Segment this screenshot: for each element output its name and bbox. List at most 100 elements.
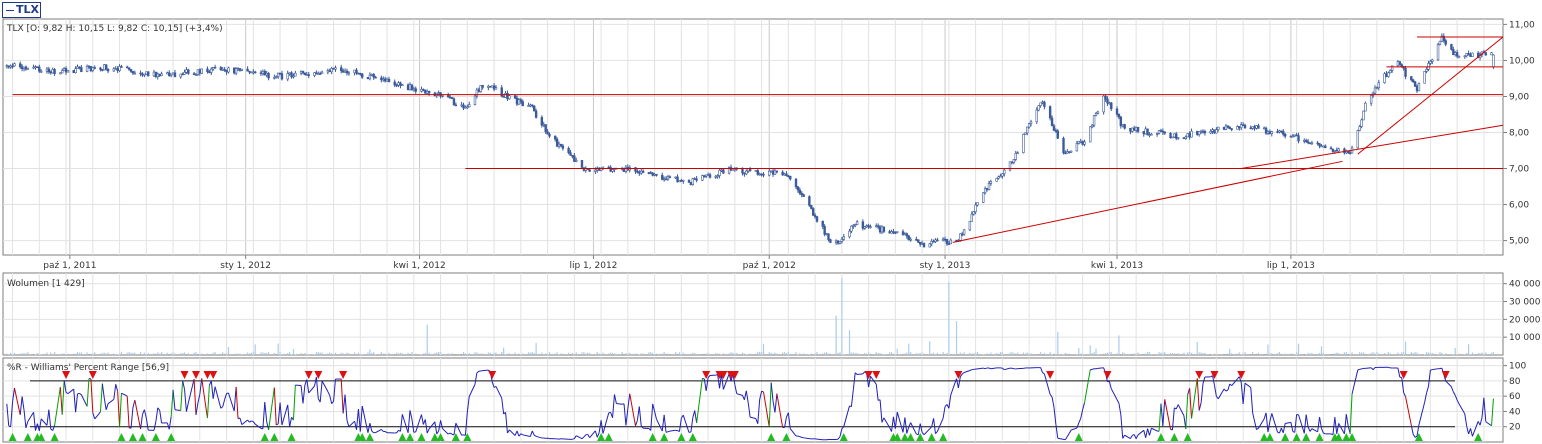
wr-segment — [1410, 424, 1414, 435]
candle-body — [661, 174, 664, 180]
wr-segment — [1043, 373, 1051, 395]
candle-body — [808, 196, 811, 206]
candle-body — [701, 175, 704, 181]
volume-bar — [153, 353, 155, 354]
volume-bar — [625, 353, 627, 354]
wr-segment — [984, 367, 988, 370]
volume-bar — [652, 352, 654, 354]
candle-body — [1184, 136, 1188, 139]
wr-segment — [210, 380, 214, 399]
volume-bar — [1104, 353, 1107, 354]
volume-bar — [399, 352, 402, 354]
ticker-tab[interactable]: TLX — [2, 2, 41, 18]
volume-bar — [246, 352, 249, 354]
buy-signal-marker — [767, 433, 776, 441]
wr-segment — [276, 423, 279, 426]
volume-bar — [415, 353, 417, 355]
volume-bar — [426, 324, 428, 354]
volume-bar — [1145, 353, 1147, 355]
candle-body — [1003, 169, 1006, 175]
buy-signal-marker — [8, 433, 17, 441]
wr-segment — [455, 422, 463, 436]
candle-body — [781, 171, 784, 176]
candle-body — [1320, 145, 1323, 148]
candle-body — [829, 239, 832, 243]
candle-body — [693, 178, 696, 180]
volume-bar — [27, 351, 29, 354]
volume-bar — [241, 354, 243, 355]
candle-body — [219, 67, 223, 71]
wr-segment — [1242, 383, 1246, 404]
candle-body — [1324, 145, 1327, 149]
candle-body — [1385, 73, 1388, 77]
candle-body — [143, 73, 146, 76]
wr-segment — [88, 377, 92, 380]
candle-body — [468, 104, 471, 108]
buy-signal-marker — [398, 433, 407, 441]
volume-bar — [982, 354, 984, 356]
candle-body — [221, 69, 224, 71]
volume-bar — [78, 352, 81, 354]
candle-body — [1119, 116, 1123, 127]
wr-segment — [667, 430, 671, 433]
candle-body — [152, 71, 156, 77]
candle-body — [1268, 131, 1272, 134]
volume-bar — [908, 343, 910, 354]
buy-signal-marker — [260, 433, 269, 441]
wr-segment — [707, 375, 711, 378]
volume-bar — [596, 351, 598, 354]
candle-body — [173, 72, 177, 78]
wr-segment — [36, 423, 40, 431]
candle-body — [653, 174, 656, 176]
candle-body — [1276, 131, 1279, 133]
candle-body — [397, 82, 400, 86]
volume-bar — [449, 354, 451, 355]
volume-y-tick-label: 40 000 — [1509, 280, 1541, 290]
volume-bar — [963, 352, 965, 354]
wr-segment — [509, 429, 516, 436]
wr-segment — [35, 423, 38, 431]
wr-segment — [145, 417, 149, 431]
volume-bar — [1083, 354, 1086, 355]
volume-bar — [1162, 352, 1164, 354]
volume-bar — [866, 353, 868, 355]
wr-segment — [1118, 403, 1122, 415]
candle-body — [811, 208, 815, 216]
buy-signal-marker — [677, 433, 686, 441]
candle-body — [374, 76, 377, 79]
wr-segment — [48, 409, 52, 430]
candle-body — [1157, 130, 1161, 134]
volume-bar — [854, 353, 856, 354]
volume-bar — [453, 353, 455, 355]
wr-segment — [23, 409, 27, 429]
candle-body — [131, 71, 135, 74]
wr-segment — [206, 385, 210, 419]
wr-y-tick-label: 20 — [1509, 423, 1521, 433]
wr-segment — [652, 403, 656, 412]
volume-bar — [248, 353, 251, 354]
volume-bar — [1284, 353, 1286, 354]
candle-body — [210, 68, 213, 73]
candle-body — [775, 170, 779, 173]
wr-segment — [936, 417, 944, 432]
candle-body — [85, 65, 89, 72]
volume-bar — [917, 353, 919, 354]
candle-body — [1083, 141, 1086, 145]
wr-segment — [344, 394, 348, 421]
volume-bar — [172, 352, 174, 354]
volume-bar — [1303, 353, 1305, 355]
volume-bar — [1269, 352, 1271, 354]
wr-signal-markers — [8, 371, 1483, 441]
candle-body — [343, 70, 347, 73]
wr-segment — [797, 435, 800, 438]
volume-bar — [1362, 352, 1365, 354]
volume-bar — [1173, 353, 1175, 354]
x-tick-label: lip 1, 2013 — [1267, 261, 1315, 271]
volume-bar — [1263, 353, 1265, 355]
volume-bar — [166, 352, 168, 354]
wr-segment — [195, 402, 199, 416]
wr-segment — [168, 416, 172, 430]
wr-segment — [850, 389, 854, 407]
candle-body — [236, 68, 240, 70]
wr-segment — [1175, 404, 1179, 410]
